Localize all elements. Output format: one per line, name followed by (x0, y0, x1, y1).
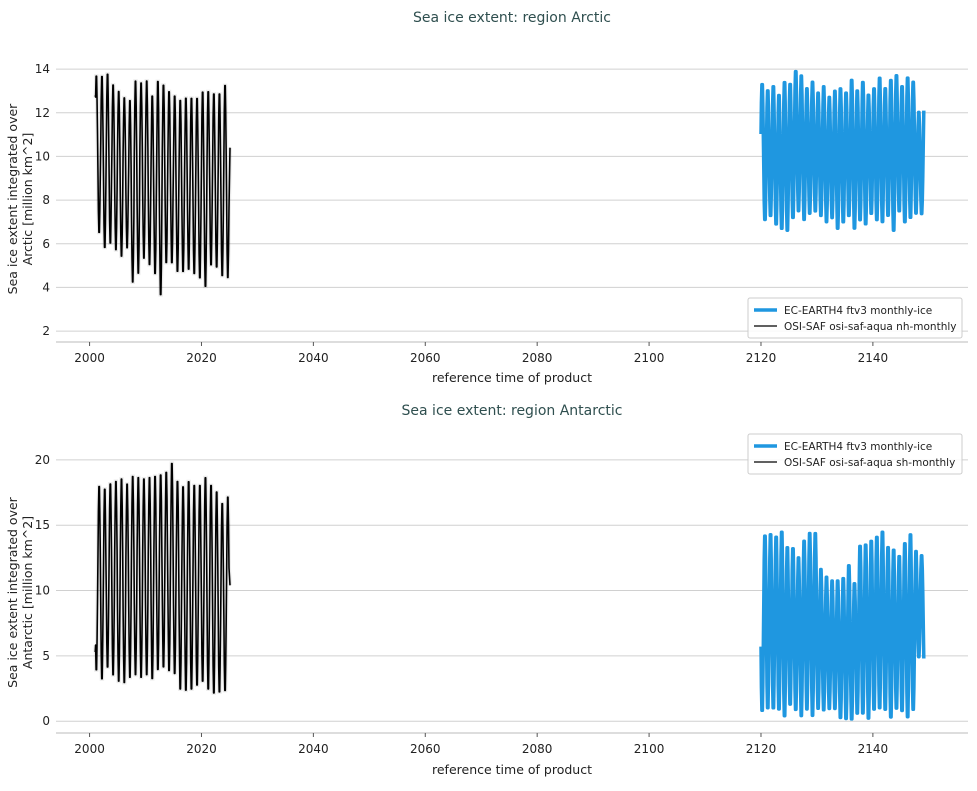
x-tick-label: 2080 (522, 351, 553, 365)
legend-box (747, 297, 963, 339)
legend-entry: EC-EARTH4 ftv3 monthly-ice (784, 441, 932, 453)
y-axis-label-line: Sea ice extent integrated over (5, 496, 20, 687)
legend: EC-EARTH4 ftv3 monthly-ice OSI-SAF osi-sa… (747, 433, 963, 475)
y-tick-label: 4 (42, 280, 50, 294)
x-tick-label: 2020 (186, 351, 217, 365)
y-tick-label: 5 (42, 649, 50, 663)
x-tick-label: 2000 (74, 742, 105, 756)
y-axis-label-line: Arctic [million km^2] (20, 133, 35, 266)
series-line-ec-earth4 (759, 530, 926, 721)
legend-entry: OSI-SAF osi-saf-aqua sh-monthly (784, 457, 955, 469)
arctic-chart: Sea ice extent: region Arctic 2 4 6 8 10 12 14 2… (5, 10, 968, 385)
x-tick-label: 2120 (746, 351, 777, 365)
x-tick-label: 2140 (858, 351, 889, 365)
y-tick-label: 0 (42, 714, 50, 728)
x-tick-label: 2120 (746, 742, 777, 756)
y-axis-label: Sea ice extent integrated overArctic [mi… (5, 103, 35, 294)
y-axis-label-line: Sea ice extent integrated over (5, 103, 20, 294)
y-axis-label: Sea ice extent integrated overAntarctic … (5, 496, 35, 687)
y-tick-label: 10 (35, 584, 50, 598)
y-tick-label: 6 (42, 237, 50, 251)
y-tick-label: 15 (35, 518, 50, 532)
x-tick-label: 2100 (634, 351, 665, 365)
y-tick-label: 14 (35, 62, 50, 76)
x-tick-label: 2040 (298, 742, 329, 756)
series-line-ec-earth4 (759, 69, 926, 232)
chart-title: Sea ice extent: region Antarctic (402, 403, 623, 419)
x-tick-label: 2000 (74, 351, 105, 365)
legend: EC-EARTH4 ftv3 monthly-ice OSI-SAF osi-sa… (747, 297, 963, 339)
series-line-osi-saf (94, 73, 231, 296)
x-tick-label: 2060 (410, 351, 441, 365)
y-tick-label: 20 (35, 453, 50, 467)
antarctic-chart: Sea ice extent: region Antarctic 0 5 10 15 20… (5, 403, 968, 777)
x-tick-label: 2140 (858, 742, 889, 756)
y-tick-label: 10 (35, 149, 50, 163)
legend-entry: OSI-SAF osi-saf-aqua nh-monthly (784, 321, 957, 333)
chart-title: Sea ice extent: region Arctic (413, 10, 611, 26)
y-tick-label: 2 (42, 324, 50, 338)
x-tick-label: 2020 (186, 742, 217, 756)
legend-box (747, 433, 963, 475)
x-axis-label: reference time of product (432, 370, 592, 385)
legend-entry: EC-EARTH4 ftv3 monthly-ice (784, 305, 932, 317)
series-line-osi-saf (94, 462, 231, 694)
y-tick-label: 12 (35, 106, 50, 120)
x-tick-label: 2100 (634, 742, 665, 756)
y-tick-label: 8 (42, 193, 50, 207)
x-tick-label: 2040 (298, 351, 329, 365)
x-tick-label: 2080 (522, 742, 553, 756)
y-axis-label-line: Antarctic [million km^2] (20, 516, 35, 669)
x-axis-label: reference time of product (432, 762, 592, 777)
x-tick-label: 2060 (410, 742, 441, 756)
